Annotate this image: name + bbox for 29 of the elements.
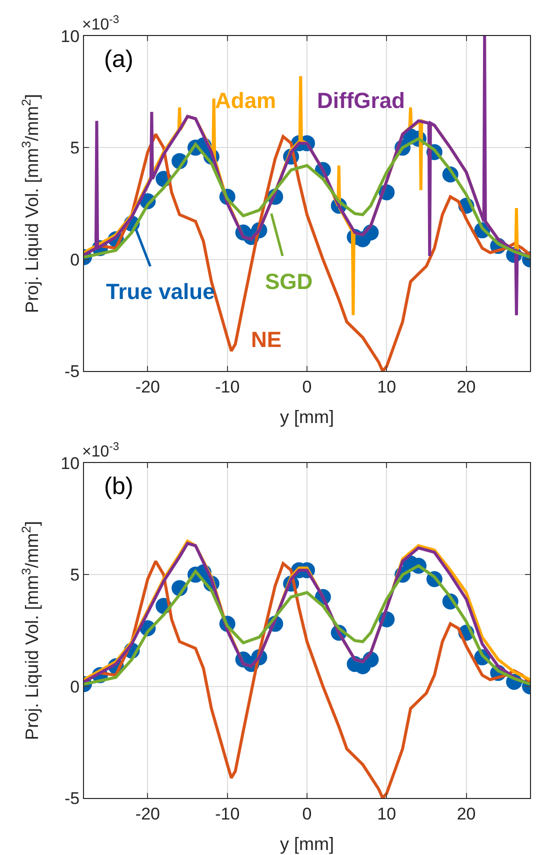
x-axis-title: y [mm] bbox=[280, 407, 334, 427]
y-tick-label: 5 bbox=[70, 138, 80, 158]
x-tick-label: -10 bbox=[215, 377, 240, 396]
y-tick-label: 10 bbox=[60, 26, 80, 46]
text: ×10$^{-3}$ bbox=[82, 441, 120, 461]
series-label: DiffGrad bbox=[317, 88, 405, 113]
text: ×10$^{-3}$ bbox=[82, 14, 120, 34]
x-tick-label: -20 bbox=[135, 377, 160, 396]
y-tick-label: -5 bbox=[64, 362, 80, 381]
y-tick-label: 0 bbox=[70, 677, 80, 696]
annotation: (b) bbox=[104, 473, 134, 500]
x-axis-title: y [mm] bbox=[280, 834, 334, 854]
y-tick-label: 5 bbox=[70, 566, 80, 585]
y-tick-label: -5 bbox=[64, 788, 80, 808]
x-tick-label: -20 bbox=[135, 804, 160, 824]
x-tick-label: 10 bbox=[377, 377, 396, 396]
x-tick-label: 10 bbox=[377, 804, 396, 824]
x-tick-label: -10 bbox=[215, 804, 240, 824]
y-tick-label: 10 bbox=[60, 454, 80, 473]
series-label: NE bbox=[251, 327, 282, 352]
x-tick-label: 0 bbox=[302, 377, 312, 396]
annotation: (a) bbox=[104, 46, 134, 73]
text: SGD bbox=[265, 269, 313, 294]
x-tick-label: 0 bbox=[302, 804, 312, 824]
x-tick-label: 20 bbox=[456, 377, 476, 396]
x-tick-label: 20 bbox=[456, 804, 476, 824]
y-tick-label: 0 bbox=[70, 250, 80, 270]
legend-label: True value bbox=[106, 279, 215, 304]
series-label: Adam bbox=[215, 88, 276, 113]
